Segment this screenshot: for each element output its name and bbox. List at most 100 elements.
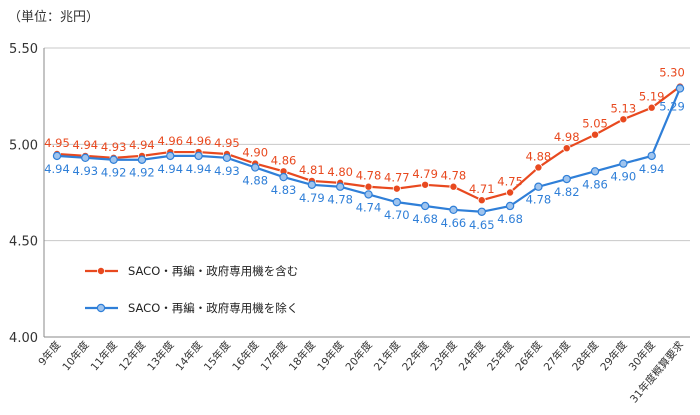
data-label: 4.90 bbox=[242, 146, 268, 160]
data-label: 4.86 bbox=[582, 177, 608, 191]
data-point bbox=[81, 153, 90, 163]
data-point bbox=[364, 182, 373, 191]
data-label: 4.93 bbox=[214, 164, 240, 178]
data-point bbox=[279, 172, 288, 182]
data-label: 4.81 bbox=[299, 163, 325, 177]
data-label: 5.19 bbox=[639, 90, 665, 104]
x-tick-label: 29年度 bbox=[598, 338, 630, 373]
data-label: 4.68 bbox=[412, 212, 438, 226]
data-label: 4.94 bbox=[186, 162, 212, 176]
data-point bbox=[647, 151, 656, 161]
x-tick-label: 23年度 bbox=[428, 338, 460, 373]
x-tick-label: 22年度 bbox=[399, 338, 431, 373]
data-point bbox=[421, 180, 430, 189]
data-label: 4.78 bbox=[356, 169, 382, 183]
data-label: 4.94 bbox=[157, 162, 183, 176]
data-point bbox=[477, 207, 486, 216]
data-label: 4.71 bbox=[469, 182, 495, 196]
data-point bbox=[364, 190, 373, 199]
data-point bbox=[675, 84, 685, 93]
data-point bbox=[222, 153, 232, 163]
data-label: 5.30 bbox=[659, 66, 685, 80]
data-point bbox=[562, 174, 571, 184]
y-tick-label: 5.00 bbox=[9, 138, 38, 153]
data-label: 4.94 bbox=[73, 138, 99, 152]
x-tick-label: 28年度 bbox=[569, 338, 601, 373]
x-tick-label: 18年度 bbox=[286, 338, 318, 373]
data-point bbox=[307, 180, 317, 189]
data-point bbox=[590, 167, 600, 176]
x-tick-label: 25年度 bbox=[484, 338, 516, 373]
data-point bbox=[534, 163, 543, 172]
data-label: 4.90 bbox=[611, 170, 637, 184]
data-label: 4.93 bbox=[73, 164, 99, 178]
data-point bbox=[251, 163, 260, 172]
data-point bbox=[137, 155, 147, 164]
x-tick-label: 16年度 bbox=[229, 338, 261, 373]
x-tick-label: 24年度 bbox=[456, 338, 488, 373]
data-label: 5.29 bbox=[659, 99, 685, 113]
data-point bbox=[591, 130, 600, 139]
data-label: 4.98 bbox=[554, 130, 580, 144]
data-label: 4.66 bbox=[441, 216, 467, 230]
legend-entry-0: SACO・再編・政府専用機を含む bbox=[128, 264, 298, 278]
data-label: 4.65 bbox=[469, 218, 495, 232]
x-tick-label: 14年度 bbox=[173, 338, 205, 373]
x-tick-label: 26年度 bbox=[513, 338, 545, 373]
data-label: 5.13 bbox=[611, 101, 637, 115]
data-point bbox=[477, 196, 486, 205]
data-point bbox=[562, 144, 571, 153]
data-label: 4.94 bbox=[44, 162, 70, 176]
x-tick-label: 19年度 bbox=[314, 338, 346, 373]
data-label: 4.83 bbox=[271, 183, 297, 197]
data-point bbox=[506, 188, 515, 197]
data-label: 4.79 bbox=[412, 167, 438, 181]
data-label: 4.75 bbox=[497, 175, 523, 189]
data-point bbox=[420, 201, 430, 211]
data-label: 4.77 bbox=[384, 171, 410, 185]
data-label: 4.74 bbox=[356, 200, 382, 214]
x-tick-label: 10年度 bbox=[60, 338, 92, 373]
y-tick-label: 4.00 bbox=[9, 331, 38, 346]
data-point bbox=[194, 151, 203, 161]
x-tick-label: 21年度 bbox=[371, 338, 403, 373]
data-label: 5.05 bbox=[582, 117, 608, 131]
data-point bbox=[505, 201, 515, 211]
x-tick-label: 13年度 bbox=[145, 338, 177, 373]
data-point bbox=[449, 205, 458, 215]
data-label: 4.95 bbox=[214, 136, 240, 150]
data-label: 4.95 bbox=[44, 136, 70, 150]
data-label: 4.93 bbox=[101, 140, 127, 154]
data-point bbox=[619, 115, 628, 124]
data-label: 4.94 bbox=[129, 138, 155, 152]
data-point bbox=[392, 197, 402, 207]
data-label: 4.68 bbox=[497, 212, 523, 226]
data-label: 4.96 bbox=[157, 134, 183, 148]
y-tick-label: 5.50 bbox=[9, 42, 38, 57]
x-tick-label: 17年度 bbox=[258, 338, 290, 373]
x-tick-label: 11年度 bbox=[88, 338, 120, 373]
legend-swatch-point-0 bbox=[97, 266, 106, 275]
x-tick-label: 20年度 bbox=[343, 338, 375, 373]
data-label: 4.86 bbox=[271, 153, 297, 167]
x-tick-label: 15年度 bbox=[201, 338, 233, 373]
y-tick-label: 4.50 bbox=[9, 235, 38, 250]
data-point bbox=[449, 182, 458, 191]
data-point bbox=[166, 151, 175, 161]
data-point bbox=[647, 103, 656, 112]
data-label: 4.78 bbox=[327, 193, 353, 207]
data-point bbox=[335, 182, 345, 191]
data-label: 4.82 bbox=[554, 185, 580, 199]
x-tick-label: 9年度 bbox=[36, 338, 64, 368]
data-label: 4.92 bbox=[129, 166, 155, 180]
data-label: 4.78 bbox=[441, 169, 467, 183]
data-label: 4.79 bbox=[299, 191, 325, 205]
data-label: 4.94 bbox=[639, 162, 665, 176]
x-tick-label: 12年度 bbox=[116, 338, 148, 373]
data-point bbox=[392, 184, 401, 193]
legend-entry-1: SACO・再編・政府専用機を除く bbox=[128, 301, 298, 315]
unit-label: （単位：兆円） bbox=[8, 10, 100, 25]
data-label: 4.92 bbox=[101, 166, 127, 180]
data-label: 4.88 bbox=[242, 173, 268, 187]
